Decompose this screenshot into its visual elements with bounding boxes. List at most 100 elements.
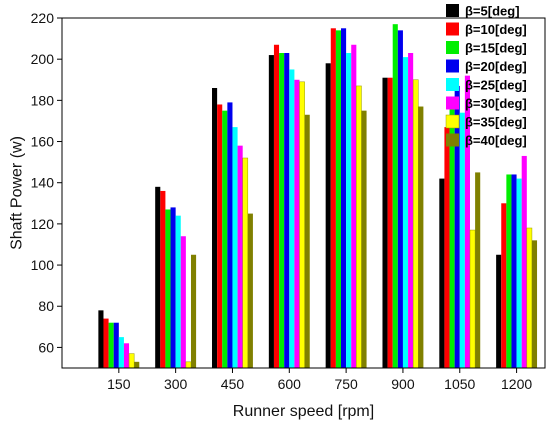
bar (531, 240, 538, 368)
legend-swatch (446, 4, 459, 17)
legend-label: β=20[deg] (465, 59, 527, 74)
y-tick-label: 60 (38, 339, 54, 355)
bar (412, 79, 419, 369)
bar (175, 215, 181, 368)
bar (325, 63, 331, 368)
bar (341, 28, 347, 368)
x-tick-label: 150 (107, 376, 131, 392)
bar (212, 88, 218, 368)
legend-swatch (446, 41, 459, 54)
bar (227, 102, 233, 368)
bar (103, 318, 109, 368)
bar (165, 209, 171, 368)
x-tick-label: 300 (164, 376, 188, 392)
y-tick-label: 220 (31, 10, 55, 26)
bar (289, 69, 295, 368)
y-tick-label: 200 (31, 51, 55, 67)
legend-label: β=15[deg] (465, 41, 527, 56)
bar (268, 55, 274, 369)
bar (469, 229, 476, 369)
bar (506, 174, 512, 368)
bar (496, 254, 502, 368)
bar (180, 236, 186, 368)
y-tick-label: 180 (31, 92, 55, 108)
bar (459, 112, 465, 369)
bars-layer (98, 24, 538, 369)
bar (232, 127, 238, 369)
bar (217, 104, 223, 368)
bar (160, 190, 166, 368)
bar (397, 30, 403, 368)
bar (464, 75, 470, 369)
bar (501, 203, 507, 368)
bar (444, 127, 450, 369)
bar (222, 110, 228, 369)
bar (185, 361, 192, 369)
bar (279, 53, 285, 368)
axes-layer: 150 300 450 600 750 900 1050 1200 60 80 100 120 140 1… (31, 10, 533, 392)
bar (521, 155, 527, 368)
bar (511, 174, 517, 368)
plot-frame (61, 17, 546, 369)
legend-label: β=25[deg] (465, 78, 527, 93)
bar (273, 44, 280, 368)
bar (134, 361, 140, 368)
bar (356, 85, 362, 369)
legend: β=5[deg] β=10[deg] β=15[deg] β=20[deg] β=25[… (445, 4, 527, 148)
x-tick-label: 450 (221, 376, 245, 392)
legend-swatch (446, 59, 459, 73)
legend-swatch (446, 133, 459, 147)
bar (526, 227, 533, 369)
bar (242, 157, 249, 369)
bar (402, 57, 409, 369)
legend-label: β=30[deg] (465, 96, 527, 111)
bar (439, 178, 445, 368)
bar (346, 53, 352, 368)
y-tick-label: 140 (31, 175, 55, 191)
y-tick-label: 80 (38, 298, 54, 314)
bar (304, 114, 310, 368)
bar (516, 178, 522, 368)
legend-swatch (446, 78, 459, 91)
bar (108, 322, 114, 368)
legend-label: β=10[deg] (465, 22, 527, 37)
bar (351, 44, 357, 368)
x-tick-label: 900 (391, 376, 415, 392)
y-axis-title: Shaft Power (w) (9, 136, 26, 250)
y-tick-label: 120 (31, 216, 55, 232)
bar (299, 81, 305, 369)
bar (449, 102, 455, 368)
x-tick-label: 600 (278, 376, 302, 392)
bar (382, 77, 388, 369)
bar (170, 207, 176, 368)
bar (294, 79, 300, 368)
bar (237, 145, 243, 368)
bar (392, 24, 398, 369)
bar (454, 85, 460, 368)
legend-label: β=5[deg] (465, 4, 520, 19)
bar (98, 310, 104, 368)
legend-label: β=35[deg] (465, 115, 527, 130)
legend-swatch (445, 114, 460, 129)
bar (155, 186, 161, 368)
bar (361, 110, 367, 369)
legend-swatch (446, 96, 459, 110)
x-tick-label: 750 (334, 376, 358, 392)
y-tick-label: 160 (31, 134, 55, 150)
y-tick-label: 100 (31, 257, 55, 273)
bar (387, 77, 393, 369)
x-tick-label: 1200 (501, 376, 532, 392)
bar (113, 322, 119, 368)
bar (123, 343, 130, 368)
bar (335, 30, 341, 368)
x-axis-title: Runner speed [rpm] (233, 403, 374, 420)
bar (118, 337, 124, 368)
legend-swatch (446, 22, 459, 36)
bar (408, 53, 414, 368)
bar (418, 106, 424, 368)
bar (475, 172, 481, 368)
bar (247, 213, 253, 368)
legend-label: β=40[deg] (465, 133, 527, 148)
